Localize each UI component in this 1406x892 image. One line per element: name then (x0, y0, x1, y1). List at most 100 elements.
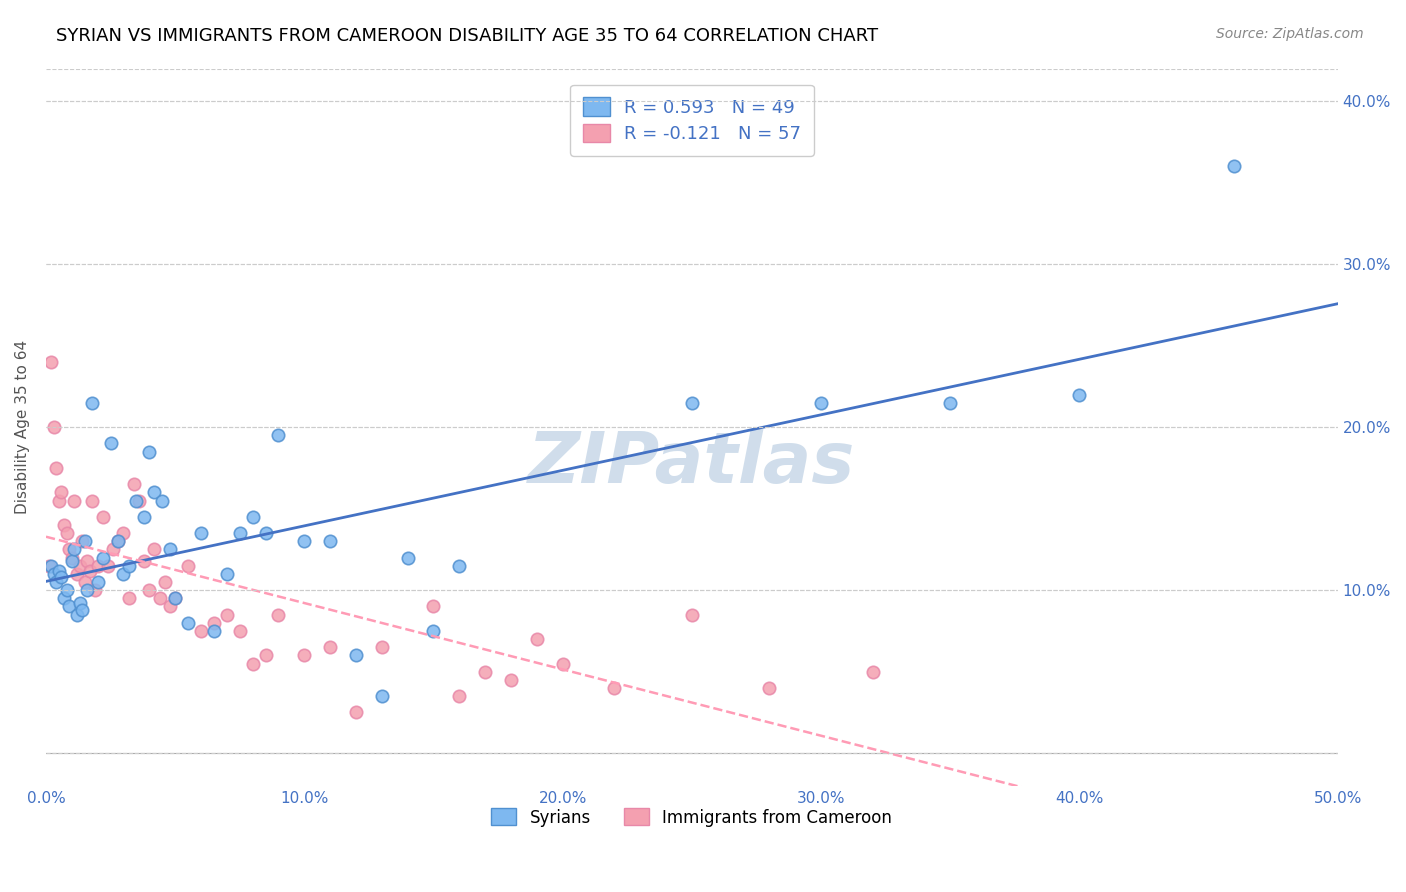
Point (153, 574, 176, 589)
Point (55, 583, 77, 598)
Point (165, 591, 187, 606)
Point (76, 583, 98, 598)
Point (112, 526, 135, 541)
Point (228, 624, 250, 638)
Point (143, 542, 166, 557)
Point (63, 542, 86, 557)
Point (862, 665, 884, 679)
Point (55, 526, 77, 541)
Point (138, 583, 160, 598)
Point (53, 518, 76, 533)
Point (190, 624, 212, 638)
Point (42, 566, 65, 581)
Point (128, 493, 150, 508)
Point (499, 673, 522, 687)
Point (215, 566, 238, 581)
Point (177, 558, 200, 573)
Point (344, 706, 367, 720)
Point (159, 542, 181, 557)
Point (396, 550, 419, 565)
Point (371, 640, 394, 655)
Point (79, 564, 101, 578)
Point (69, 558, 91, 573)
Point (45, 574, 67, 589)
Point (51, 485, 73, 500)
Y-axis label: Disability Age 35 to 64: Disability Age 35 to 64 (15, 340, 30, 514)
Point (526, 632, 548, 646)
Point (267, 607, 290, 622)
Point (84, 583, 107, 598)
Point (107, 534, 129, 549)
Point (73, 574, 96, 589)
Point (51, 570, 73, 584)
Point (63, 493, 86, 508)
Point (86, 558, 108, 573)
Point (76, 554, 98, 568)
Point (344, 648, 367, 663)
Point (202, 624, 225, 638)
Point (319, 534, 342, 549)
Point (292, 648, 315, 663)
Point (82, 395, 104, 409)
Point (70, 603, 93, 617)
Point (69, 596, 91, 610)
Point (242, 657, 264, 671)
Point (134, 509, 156, 524)
Point (551, 657, 574, 671)
Point (45, 461, 67, 475)
Point (228, 526, 250, 541)
Point (70, 534, 93, 549)
Point (159, 599, 181, 614)
Point (474, 665, 496, 679)
Text: ZIPatlas: ZIPatlas (529, 428, 855, 498)
Point (86, 574, 108, 589)
Point (73, 534, 96, 549)
Legend: Syrians, Immigrants from Cameroon: Syrians, Immigrants from Cameroon (482, 800, 901, 835)
Point (91, 509, 114, 524)
Point (758, 681, 780, 695)
Point (53, 591, 76, 606)
Point (82, 493, 104, 508)
Point (60, 554, 83, 568)
Point (91, 550, 114, 565)
Point (1069, 387, 1091, 401)
Point (1223, 159, 1246, 173)
Point (107, 534, 129, 549)
Point (143, 485, 166, 500)
Point (422, 624, 444, 638)
Point (60, 550, 83, 565)
Point (603, 681, 626, 695)
Point (134, 554, 156, 568)
Point (254, 526, 277, 541)
Point (150, 493, 173, 508)
Point (122, 477, 145, 491)
Point (292, 534, 315, 549)
Text: Source: ZipAtlas.com: Source: ZipAtlas.com (1216, 27, 1364, 41)
Point (117, 558, 139, 573)
Point (422, 599, 444, 614)
Text: SYRIAN VS IMMIGRANTS FROM CAMEROON DISABILITY AGE 35 TO 64 CORRELATION CHART: SYRIAN VS IMMIGRANTS FROM CAMEROON DISAB… (56, 27, 879, 45)
Point (449, 689, 471, 703)
Point (138, 444, 160, 458)
Point (681, 607, 703, 622)
Point (38, 558, 60, 573)
Point (125, 493, 148, 508)
Point (149, 591, 172, 606)
Point (39, 558, 62, 573)
Point (58, 599, 80, 614)
Point (117, 591, 139, 606)
Point (177, 615, 200, 630)
Point (810, 395, 832, 409)
Point (202, 615, 225, 630)
Point (39, 355, 62, 369)
Point (66, 566, 89, 581)
Point (449, 558, 471, 573)
Point (319, 640, 342, 655)
Point (101, 542, 124, 557)
Point (681, 395, 703, 409)
Point (242, 509, 264, 524)
Point (58, 542, 80, 557)
Point (112, 566, 135, 581)
Point (42, 420, 65, 434)
Point (254, 648, 277, 663)
